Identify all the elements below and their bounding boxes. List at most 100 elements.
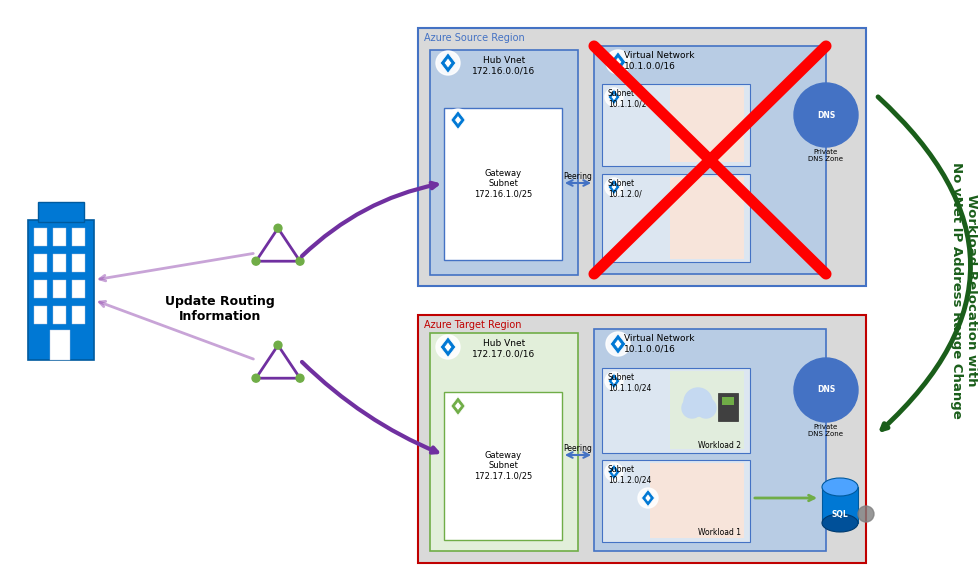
Circle shape bbox=[251, 374, 260, 382]
Text: Azure Source Region: Azure Source Region bbox=[423, 33, 524, 43]
Text: Subnet
10.1.2.0/: Subnet 10.1.2.0/ bbox=[607, 179, 642, 198]
FancyBboxPatch shape bbox=[601, 84, 749, 166]
FancyBboxPatch shape bbox=[53, 254, 66, 272]
Circle shape bbox=[638, 488, 657, 508]
Text: Virtual Network
10.1.0.0/16: Virtual Network 10.1.0.0/16 bbox=[623, 334, 693, 354]
Text: DNS: DNS bbox=[816, 110, 834, 120]
Circle shape bbox=[857, 506, 873, 522]
FancyBboxPatch shape bbox=[34, 280, 47, 298]
FancyBboxPatch shape bbox=[38, 202, 84, 222]
FancyBboxPatch shape bbox=[594, 329, 825, 551]
Text: Virtual Network
10.1.0.0/16: Virtual Network 10.1.0.0/16 bbox=[623, 51, 693, 70]
Polygon shape bbox=[609, 52, 625, 72]
Polygon shape bbox=[607, 89, 619, 105]
FancyBboxPatch shape bbox=[669, 371, 743, 449]
Polygon shape bbox=[255, 228, 299, 261]
FancyBboxPatch shape bbox=[53, 306, 66, 324]
FancyBboxPatch shape bbox=[72, 280, 85, 298]
FancyBboxPatch shape bbox=[50, 330, 70, 360]
FancyBboxPatch shape bbox=[28, 220, 94, 360]
Ellipse shape bbox=[822, 514, 857, 532]
FancyBboxPatch shape bbox=[669, 87, 743, 162]
Text: DNS: DNS bbox=[816, 385, 834, 394]
FancyBboxPatch shape bbox=[822, 487, 857, 523]
Circle shape bbox=[274, 224, 282, 232]
Circle shape bbox=[447, 395, 468, 417]
FancyBboxPatch shape bbox=[601, 368, 749, 453]
Circle shape bbox=[274, 341, 282, 349]
FancyBboxPatch shape bbox=[717, 393, 737, 421]
Polygon shape bbox=[454, 401, 461, 411]
Circle shape bbox=[684, 388, 711, 416]
Polygon shape bbox=[610, 183, 616, 191]
Polygon shape bbox=[610, 377, 616, 385]
FancyBboxPatch shape bbox=[53, 280, 66, 298]
Circle shape bbox=[682, 398, 701, 418]
FancyBboxPatch shape bbox=[429, 50, 577, 275]
Text: Subnet
10.1.1.0/24: Subnet 10.1.1.0/24 bbox=[607, 89, 650, 109]
FancyBboxPatch shape bbox=[669, 177, 743, 259]
Polygon shape bbox=[454, 116, 461, 125]
Circle shape bbox=[295, 257, 303, 265]
FancyBboxPatch shape bbox=[721, 397, 734, 405]
Circle shape bbox=[604, 463, 622, 481]
FancyBboxPatch shape bbox=[601, 174, 749, 262]
Text: Subnet
10.1.2.0/24: Subnet 10.1.2.0/24 bbox=[607, 465, 650, 484]
Circle shape bbox=[605, 332, 630, 356]
Text: Peering: Peering bbox=[563, 172, 592, 181]
Circle shape bbox=[604, 88, 622, 106]
Polygon shape bbox=[609, 334, 625, 354]
Text: Private
DNS Zone: Private DNS Zone bbox=[808, 149, 843, 162]
FancyBboxPatch shape bbox=[649, 463, 743, 538]
Text: Private
DNS Zone: Private DNS Zone bbox=[808, 424, 843, 437]
Text: Gateway
Subnet
172.17.1.0/25: Gateway Subnet 172.17.1.0/25 bbox=[473, 451, 532, 481]
Ellipse shape bbox=[822, 478, 857, 496]
Text: Subnet
10.1.1.0/24: Subnet 10.1.1.0/24 bbox=[607, 373, 650, 392]
Polygon shape bbox=[451, 110, 465, 129]
Polygon shape bbox=[613, 57, 621, 67]
Polygon shape bbox=[610, 468, 616, 476]
FancyBboxPatch shape bbox=[444, 108, 561, 260]
Text: Workload Relocation with
No vNet IP Address Range Change: Workload Relocation with No vNet IP Addr… bbox=[949, 162, 977, 419]
Circle shape bbox=[604, 372, 622, 390]
FancyBboxPatch shape bbox=[34, 254, 47, 272]
FancyBboxPatch shape bbox=[418, 315, 866, 563]
Polygon shape bbox=[607, 179, 619, 195]
Text: Hub Vnet
172.17.0.0/16: Hub Vnet 172.17.0.0/16 bbox=[472, 339, 535, 358]
FancyBboxPatch shape bbox=[429, 333, 577, 551]
Circle shape bbox=[604, 178, 622, 196]
Text: Gateway
Subnet
172.16.1.0/25: Gateway Subnet 172.16.1.0/25 bbox=[473, 169, 532, 199]
Polygon shape bbox=[610, 93, 616, 101]
FancyBboxPatch shape bbox=[53, 228, 66, 246]
FancyBboxPatch shape bbox=[72, 228, 85, 246]
Text: Peering: Peering bbox=[563, 444, 592, 453]
Circle shape bbox=[695, 398, 715, 418]
Circle shape bbox=[605, 50, 630, 74]
Circle shape bbox=[251, 257, 260, 265]
FancyBboxPatch shape bbox=[418, 28, 866, 286]
Polygon shape bbox=[440, 53, 456, 73]
FancyBboxPatch shape bbox=[594, 46, 825, 274]
Circle shape bbox=[435, 51, 460, 75]
FancyBboxPatch shape bbox=[34, 306, 47, 324]
FancyBboxPatch shape bbox=[72, 306, 85, 324]
Polygon shape bbox=[451, 397, 465, 415]
Circle shape bbox=[793, 83, 857, 147]
Circle shape bbox=[447, 109, 468, 131]
Polygon shape bbox=[255, 345, 299, 378]
Circle shape bbox=[793, 358, 857, 422]
Polygon shape bbox=[444, 58, 452, 68]
FancyBboxPatch shape bbox=[601, 460, 749, 542]
Polygon shape bbox=[607, 465, 619, 480]
Polygon shape bbox=[641, 489, 654, 507]
Text: Azure Target Region: Azure Target Region bbox=[423, 320, 521, 330]
Text: SQL: SQL bbox=[830, 509, 848, 519]
Circle shape bbox=[295, 374, 303, 382]
FancyBboxPatch shape bbox=[444, 392, 561, 540]
Text: Workload 2: Workload 2 bbox=[697, 441, 740, 450]
Polygon shape bbox=[645, 494, 650, 502]
FancyBboxPatch shape bbox=[72, 254, 85, 272]
Polygon shape bbox=[440, 337, 456, 357]
Text: Hub Vnet
172.16.0.0/16: Hub Vnet 172.16.0.0/16 bbox=[472, 56, 535, 75]
FancyBboxPatch shape bbox=[34, 228, 47, 246]
